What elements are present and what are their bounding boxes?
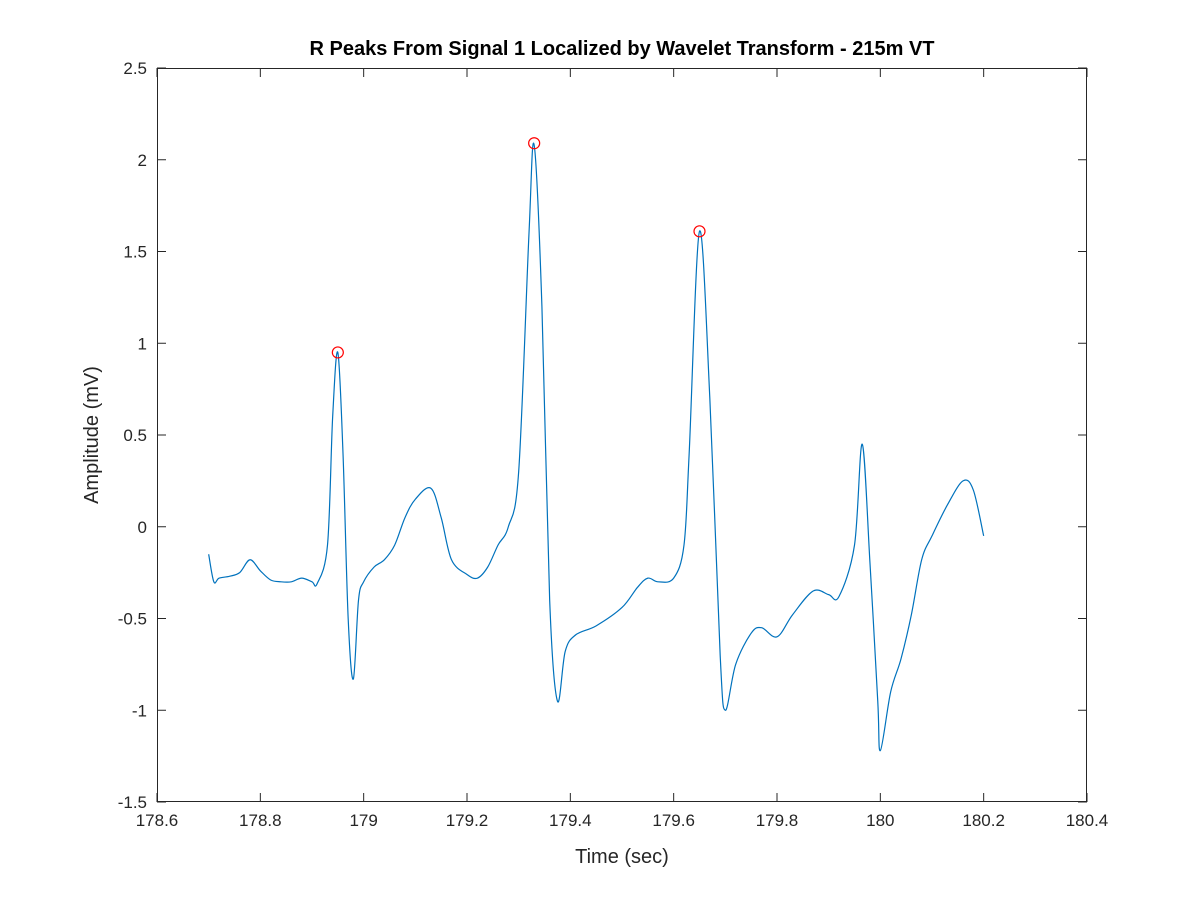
y-tick-label: 2 xyxy=(138,151,147,170)
x-tick-label: 180.2 xyxy=(962,811,1005,830)
x-axis-label: Time (sec) xyxy=(575,846,669,868)
x-tick-label: 178.6 xyxy=(136,811,179,830)
chart-title: R Peaks From Signal 1 Localized by Wavel… xyxy=(309,38,934,60)
y-tick-label: -0.5 xyxy=(118,610,147,629)
y-tick-label: -1 xyxy=(132,701,147,720)
axes-box xyxy=(157,68,1087,802)
y-tick-label: 0 xyxy=(138,518,147,537)
x-tick-label: 179.4 xyxy=(549,811,592,830)
x-tick-label: 179.8 xyxy=(756,811,799,830)
plot-area xyxy=(157,68,1087,802)
r-peak-marker xyxy=(331,346,344,359)
x-tick-label: 179.2 xyxy=(446,811,489,830)
r-peak-marker xyxy=(528,137,541,150)
x-tick-label: 178.8 xyxy=(239,811,282,830)
r-peak-marker xyxy=(693,225,706,238)
y-tick-label: 0.5 xyxy=(123,426,147,445)
x-tick-label: 180 xyxy=(866,811,894,830)
x-tick-label: 180.4 xyxy=(1066,811,1109,830)
series-group xyxy=(208,137,985,752)
signal-line xyxy=(208,142,985,752)
y-tick-label: 1 xyxy=(138,334,147,353)
y-tick-label: -1.5 xyxy=(118,793,147,812)
y-tick-label: 2.5 xyxy=(123,59,147,78)
axis-ticks: 178.6 178.8 179 179.2 179.4 179.6 179.8 180 180.… xyxy=(118,59,1109,830)
x-tick-label: 179 xyxy=(349,811,377,830)
x-tick-label: 179.6 xyxy=(652,811,695,830)
y-tick-label: 1.5 xyxy=(123,243,147,262)
y-axis-label: Amplitude (mV) xyxy=(81,366,103,504)
